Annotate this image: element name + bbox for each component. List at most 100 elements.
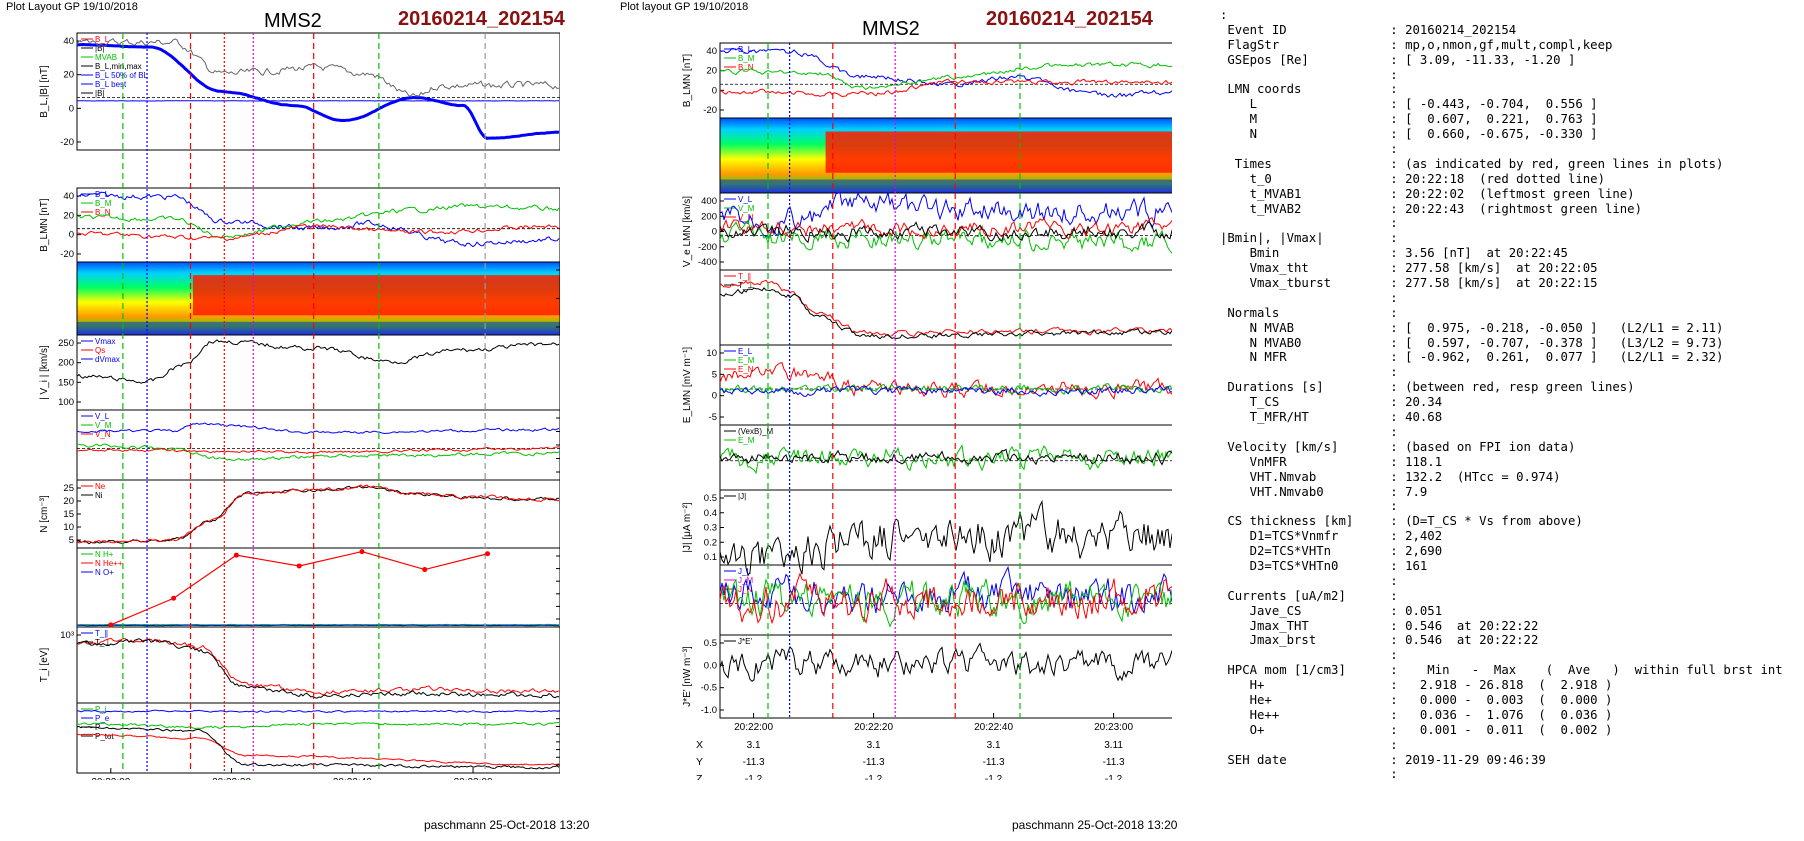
left-tick-left: 0	[69, 103, 74, 114]
mid-tick-left: 400	[701, 196, 717, 207]
report-line: HPCA mom [1/cm3] : Min - Max ( Ave ) wit…	[1220, 663, 1783, 678]
report-line: N MFR : [ -0.962, 0.261, 0.077 ] (L2/L1 …	[1220, 350, 1724, 365]
report-line: D2=TCS*VHTn : 2,690	[1220, 544, 1443, 559]
mid-spectrogram-hot-band	[825, 131, 1172, 173]
mid-tick-left: 0.1	[704, 552, 717, 563]
report-line: VHT.Nmvab : 132.2 (HTcc = 0.974)	[1220, 469, 1561, 484]
mid-y-axis-label: J*E' [nW m⁻³]	[682, 646, 693, 707]
mid-orbit-label: X	[696, 739, 703, 751]
mid-tick-left: 200	[701, 211, 717, 222]
mid-legend-entry: (VexB)_M	[738, 427, 773, 436]
left-series-line	[76, 191, 560, 248]
report-line: Currents [uA/m2] :	[1220, 588, 1398, 603]
left-tick-left: -20	[60, 137, 74, 148]
mid-tick-left: 0.3	[704, 523, 717, 534]
mid-series-line	[719, 219, 1172, 254]
left-he-plus-plus-point	[422, 567, 428, 573]
report-line: H+ : 2.918 - 26.818 ( 2.918 )	[1220, 678, 1613, 693]
mid-tick-left: 0	[712, 227, 717, 238]
report-line: N : [ 0.660, -0.675, -0.330 ]	[1220, 127, 1598, 142]
report-line: :	[1220, 424, 1398, 439]
left-legend-entry: dVmax	[95, 355, 120, 364]
left-x-tick-label: 20:22:20	[212, 777, 251, 780]
left-he-plus-plus-point	[171, 595, 177, 601]
report-line: Jave_CS : 0.051	[1220, 603, 1443, 618]
left-series-line	[76, 709, 560, 714]
left-panel-4: 2001000-100-200V_i LMN [km/s]V_LV_MV_N	[76, 409, 560, 481]
left-tick-left: 100	[58, 397, 74, 408]
left-legend-entry: P_e	[95, 714, 110, 723]
mid-tick-left: -20	[703, 105, 717, 116]
mid-orbit-value: 3.11	[1104, 740, 1123, 751]
mid-spectrogram-low-band	[720, 179, 1172, 193]
left-y-axis-label: B_LMN [nT]	[39, 198, 50, 252]
mid-tick-left: 0.5	[704, 638, 717, 649]
mid-orbit-value: -1.2	[745, 774, 763, 780]
mid-footer: paschmann 25-Oct-2018 13:20	[1012, 818, 1178, 832]
mid-orbit-value: 3.1	[747, 740, 761, 751]
report-line: Jmax_brst : 0.546 at 20:22:22	[1220, 633, 1539, 648]
left-spectrogram-low-band	[77, 321, 560, 335]
mid-orbit-value: -11.3	[1103, 757, 1125, 768]
report-line: D1=TCS*Vnmfr : 2,402	[1220, 529, 1443, 544]
mid-legend-entry: B_N	[738, 63, 754, 72]
report-line: L : [ -0.443, -0.704, 0.556 ]	[1220, 97, 1598, 112]
report-line: :	[1220, 767, 1398, 782]
mid-x-tick-label: 20:22:40	[974, 722, 1013, 733]
mid-series-line	[719, 565, 1172, 615]
mid-series-line	[719, 279, 1172, 338]
mid-legend-entry: T_⊥	[738, 281, 754, 290]
mid-series-line	[719, 287, 1172, 340]
mid-panel-2: 400 200 0 -200 -400 V_e LMN [km/s] V_LV_MV_N	[682, 192, 1172, 271]
report-line: Vmax_tburst : 277.58 [km/s] at 20:22:15	[1220, 276, 1598, 291]
left-he-plus-plus-point	[296, 563, 302, 569]
left-series-line	[76, 339, 560, 384]
left-series-line	[76, 637, 560, 696]
mid-x-tick-label: 20:23:00	[1094, 722, 1133, 733]
left-legend-entry: P_i	[95, 705, 107, 714]
report-line: N MVAB : [ 0.975, -0.218, -0.050 ] (L2/L…	[1220, 320, 1724, 335]
left-legend-entry: |B|	[95, 44, 105, 53]
report-line: N MVAB0 : [ 0.597, -0.707, -0.378 ] (L3/…	[1220, 335, 1724, 350]
mid-series-line	[719, 78, 1172, 98]
left-tick-left: 150	[58, 377, 74, 388]
left-legend-entry: N H+	[95, 550, 114, 559]
mid-tick-left: 40	[706, 46, 717, 57]
left-tick-left: 5	[69, 535, 74, 546]
mid-x-tick-label: 20:22:20	[854, 722, 893, 733]
left-legend-entry: T_∥	[95, 629, 108, 638]
report-line: SEH date : 2019-11-29 09:46:39	[1220, 752, 1546, 767]
left-x-tick-label: 20:23:00	[454, 777, 493, 780]
mid-panel-8: 0.5 0.0 -0.5 -1.0 J*E' [nW m⁻³] J*E'	[682, 634, 1172, 719]
left-series-line	[76, 422, 560, 435]
mid-y-axis-label: V_e LMN [km/s]	[682, 196, 693, 267]
report-line: T_CS : 20.34	[1220, 395, 1443, 410]
left-tick-left: 20	[63, 70, 74, 81]
left-panel-8: 1.41.21.00.80.60.40.20.0P [nPa]P_iP_ePP_…	[76, 702, 560, 774]
mid-legend-entry: E_M	[738, 436, 755, 445]
mid-legend-entry: B_M	[738, 54, 755, 63]
report-line: :	[1220, 8, 1228, 22]
mid-series-line	[719, 448, 1172, 466]
left-series-line	[76, 223, 560, 242]
mid-plot-title: MMS2	[862, 18, 920, 40]
report-line: Event ID : 20160214_202154	[1220, 22, 1517, 37]
left-legend-entry: B_L,min,max	[95, 62, 142, 71]
left-tick-left: 20	[63, 210, 74, 221]
mid-tick-left: 0.4	[704, 508, 717, 519]
mid-series-line	[719, 383, 1172, 395]
mid-tick-left: -200	[698, 242, 717, 253]
mid-legend-entry: |J|	[738, 492, 746, 501]
left-legend-entry: B_M	[95, 199, 112, 208]
report-line: Bmin : 3.56 [nT] at 20:22:45	[1220, 246, 1568, 261]
left-series-line	[76, 443, 560, 462]
event-report: : Event ID : 20160214_202154 FlagStr : m…	[1220, 8, 1800, 798]
mid-tick-left: 0.0	[704, 660, 717, 671]
mid-series-line	[719, 499, 1172, 577]
left-legend-entry: Vmax	[95, 337, 115, 346]
left-tick-left: 40	[63, 191, 74, 202]
mid-panel-4: 10 5 0 -5 E_LMN [mV m⁻¹] E_LE_ME_N	[682, 344, 1172, 426]
mid-legend-entry: B_L	[738, 45, 753, 54]
